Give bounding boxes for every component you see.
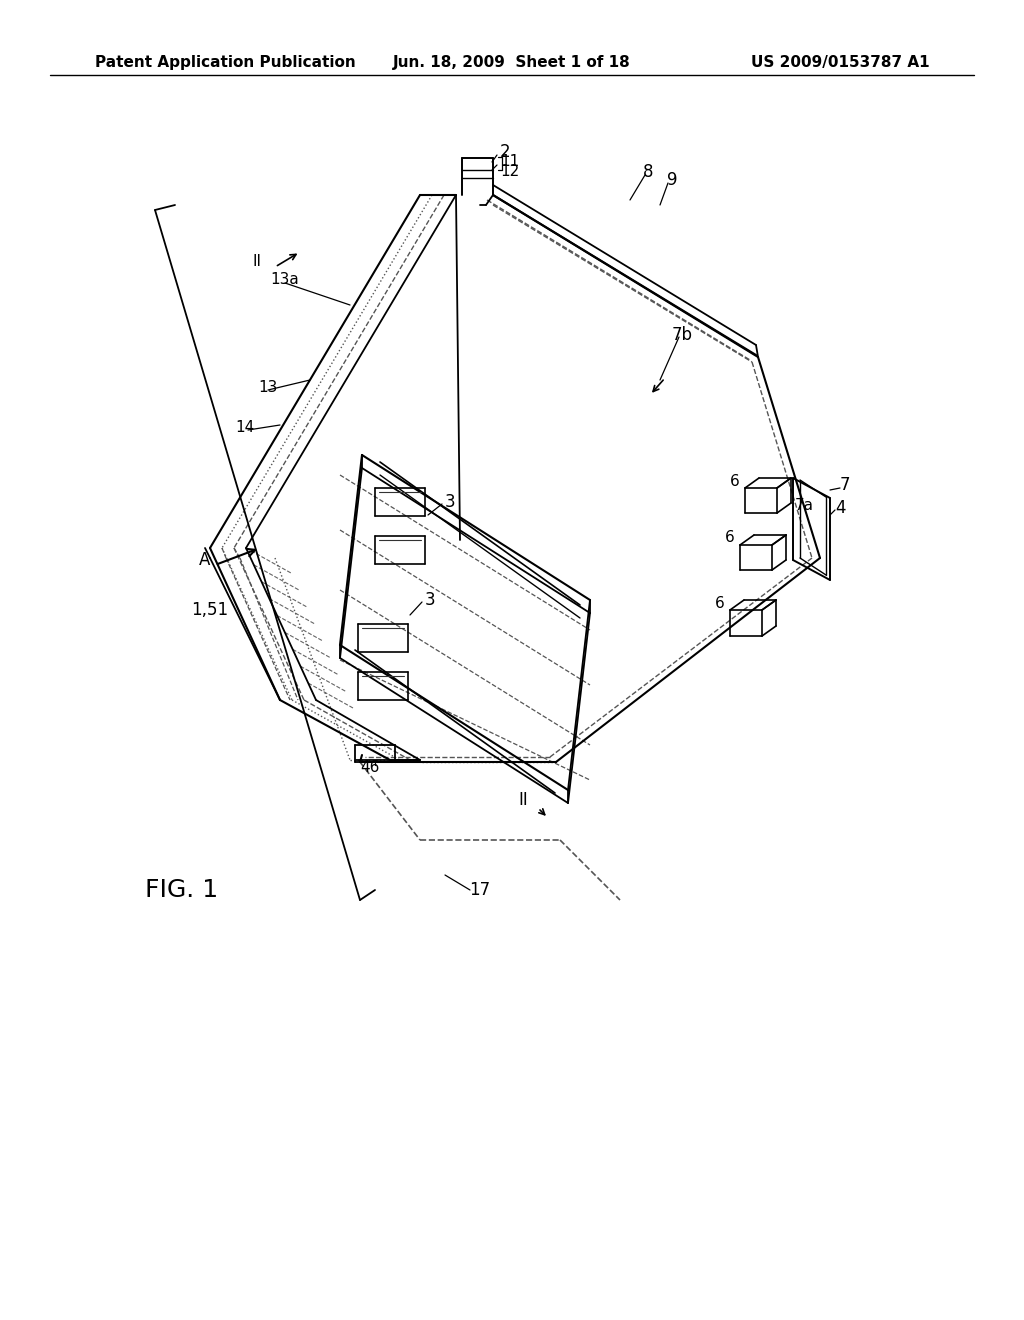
Text: II: II [253, 255, 261, 269]
Text: 17: 17 [469, 880, 490, 899]
Text: II: II [518, 791, 528, 809]
Text: 1,51: 1,51 [191, 601, 228, 619]
Text: 13: 13 [258, 380, 278, 396]
Text: 7b: 7b [672, 326, 692, 345]
Text: 12: 12 [500, 165, 519, 180]
Text: 3: 3 [425, 591, 435, 609]
Text: 8: 8 [643, 162, 653, 181]
Text: 4: 4 [835, 499, 845, 517]
Text: 13a: 13a [270, 272, 299, 288]
Text: 6: 6 [715, 595, 725, 610]
Text: US 2009/0153787 A1: US 2009/0153787 A1 [752, 54, 930, 70]
Text: 7: 7 [840, 477, 850, 494]
Text: 7a: 7a [795, 498, 814, 512]
Text: 6: 6 [725, 531, 735, 545]
Text: FIG. 1: FIG. 1 [145, 878, 218, 902]
Text: 11: 11 [500, 154, 519, 169]
Text: 6: 6 [730, 474, 740, 488]
Text: Jun. 18, 2009  Sheet 1 of 18: Jun. 18, 2009 Sheet 1 of 18 [393, 54, 631, 70]
Text: A: A [200, 550, 211, 569]
Text: 2: 2 [500, 143, 510, 161]
Text: 46: 46 [360, 760, 380, 776]
Text: Patent Application Publication: Patent Application Publication [95, 54, 355, 70]
Text: 9: 9 [667, 172, 677, 189]
Text: 14: 14 [234, 421, 254, 436]
Text: 3: 3 [445, 492, 456, 511]
